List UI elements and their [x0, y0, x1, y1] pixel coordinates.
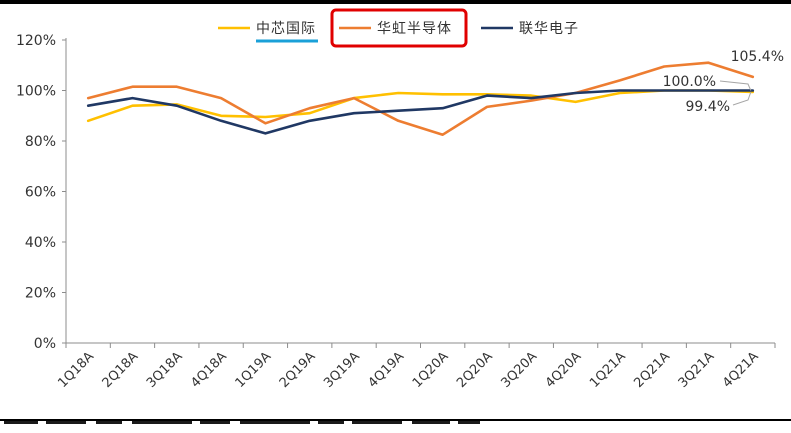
legend: 中芯国际 华虹半导体 联华电子 [218, 8, 579, 48]
y-tick-label: 100% [16, 84, 56, 100]
cropped-caption-strip [0, 421, 791, 433]
series-line [86, 61, 755, 136]
x-tick-label: 1Q21A [587, 349, 629, 391]
x-tick-label: 3Q18A [144, 349, 186, 391]
legend-label: 联华电子 [519, 21, 579, 37]
annotation-leader [732, 91, 752, 106]
legend-highlight-box [330, 8, 468, 48]
x-tick-label: 1Q19A [233, 349, 275, 391]
y-tick-label: 20% [25, 286, 56, 302]
x-tick-label: 4Q21A [720, 349, 762, 391]
x-tick-label: 4Q20A [543, 349, 585, 391]
x-tick-label: 4Q18A [188, 349, 230, 391]
x-tick-label: 1Q18A [55, 349, 97, 391]
y-tick-label: 120% [16, 33, 56, 49]
annotations: 105.4% 100.0% 99.4% [663, 49, 784, 115]
x-tick-label: 4Q19A [365, 349, 407, 391]
annotation-label: 105.4% [731, 49, 784, 65]
annotation-label: 99.4% [686, 99, 730, 115]
series-line [86, 89, 755, 135]
series-layer [86, 61, 755, 136]
annotation-label: 100.0% [663, 74, 716, 90]
bottom-border [0, 419, 791, 421]
annotation-leader [719, 80, 752, 91]
x-tick-label: 3Q21A [676, 349, 718, 391]
x-tick-label: 3Q19A [321, 349, 363, 391]
y-tick-label: 60% [25, 185, 56, 201]
top-border [0, 0, 791, 4]
y-tick-label: 40% [25, 235, 56, 251]
x-tick-label: 2Q19A [277, 349, 319, 391]
x-tick-label: 1Q20A [410, 349, 452, 391]
x-tick-label: 3Q20A [498, 349, 540, 391]
legend-label: 中芯国际 [256, 21, 316, 37]
x-tick-label: 2Q21A [631, 349, 673, 391]
series-line [86, 89, 755, 123]
x-tick-label: 2Q20A [454, 349, 496, 391]
line-chart: 0%20%40%60%80%100%120%1Q18A 2Q18A 3Q18A 4Q1… [16, 8, 784, 391]
legend-label: 华虹半导体 [377, 21, 452, 37]
y-tick-label: 80% [25, 134, 56, 150]
x-tick-label: 2Q18A [100, 349, 142, 391]
y-tick-label: 0% [34, 336, 56, 352]
